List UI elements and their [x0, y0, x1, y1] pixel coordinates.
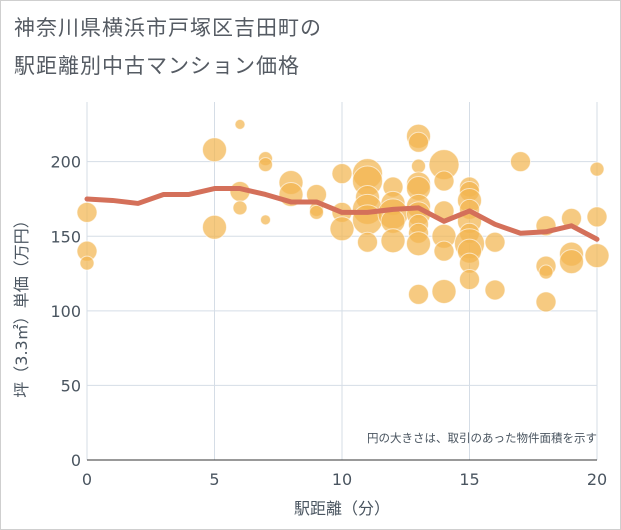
bubble-point	[260, 214, 271, 226]
bubble-point	[76, 201, 98, 223]
bubble-point	[559, 249, 584, 275]
bubble-point	[586, 206, 608, 228]
bubble-point	[408, 131, 429, 153]
y-tick-labels: 0 50 100 150 200	[50, 153, 81, 470]
bubble-point	[431, 278, 457, 304]
bubble-point	[357, 231, 378, 253]
bubble-size-note: 円の大きさは、取引のあった物件面積を示す	[367, 431, 597, 445]
bubble-point	[309, 204, 324, 220]
y-tick-label: 100	[50, 302, 81, 321]
bubble-point	[510, 151, 531, 173]
y-tick-label: 50	[61, 376, 81, 395]
average-price-line	[84, 186, 600, 242]
bubble-point	[484, 231, 506, 253]
bubble-point	[433, 170, 455, 192]
chart-title-line-1: 神奈川県横浜市戸塚区吉田町の	[14, 16, 322, 40]
bubble-point	[484, 279, 506, 301]
bubble-point	[459, 269, 480, 291]
bubble-point	[589, 161, 605, 177]
bubble-point	[234, 118, 246, 130]
y-axis-label: 坪（3.3㎡）単価（万円）	[12, 212, 31, 397]
bubble-point	[329, 216, 355, 242]
bubble-point	[408, 283, 429, 305]
y-tick-label: 0	[71, 451, 81, 470]
x-axis-label: 駅距離（分）	[294, 499, 390, 518]
bubble-point	[380, 228, 406, 254]
bubble-point	[411, 158, 426, 174]
y-tick-label: 200	[50, 153, 81, 172]
bubble-point	[79, 255, 95, 271]
x-tick-label: 15	[459, 470, 479, 489]
x-tick-label: 10	[332, 470, 352, 489]
bubble-point	[535, 291, 557, 313]
bubble-point	[331, 163, 353, 185]
x-tick-label: 0	[82, 470, 92, 489]
bubble-point	[538, 264, 554, 280]
bubble-point	[584, 243, 610, 269]
x-tick-label: 5	[209, 470, 219, 489]
bubble-point	[433, 240, 455, 262]
chart-title-line-2: 駅距離別中古マンション価格	[14, 54, 300, 78]
y-tick-label: 150	[50, 227, 81, 246]
bubble-point	[406, 231, 431, 257]
bubble-point	[202, 137, 227, 163]
x-tick-label: 20	[587, 470, 607, 489]
bubble-point	[258, 157, 273, 173]
bubble-point	[232, 200, 248, 216]
x-tick-labels: 0 5 10 15 20	[82, 470, 607, 489]
bubble-point	[202, 214, 227, 240]
